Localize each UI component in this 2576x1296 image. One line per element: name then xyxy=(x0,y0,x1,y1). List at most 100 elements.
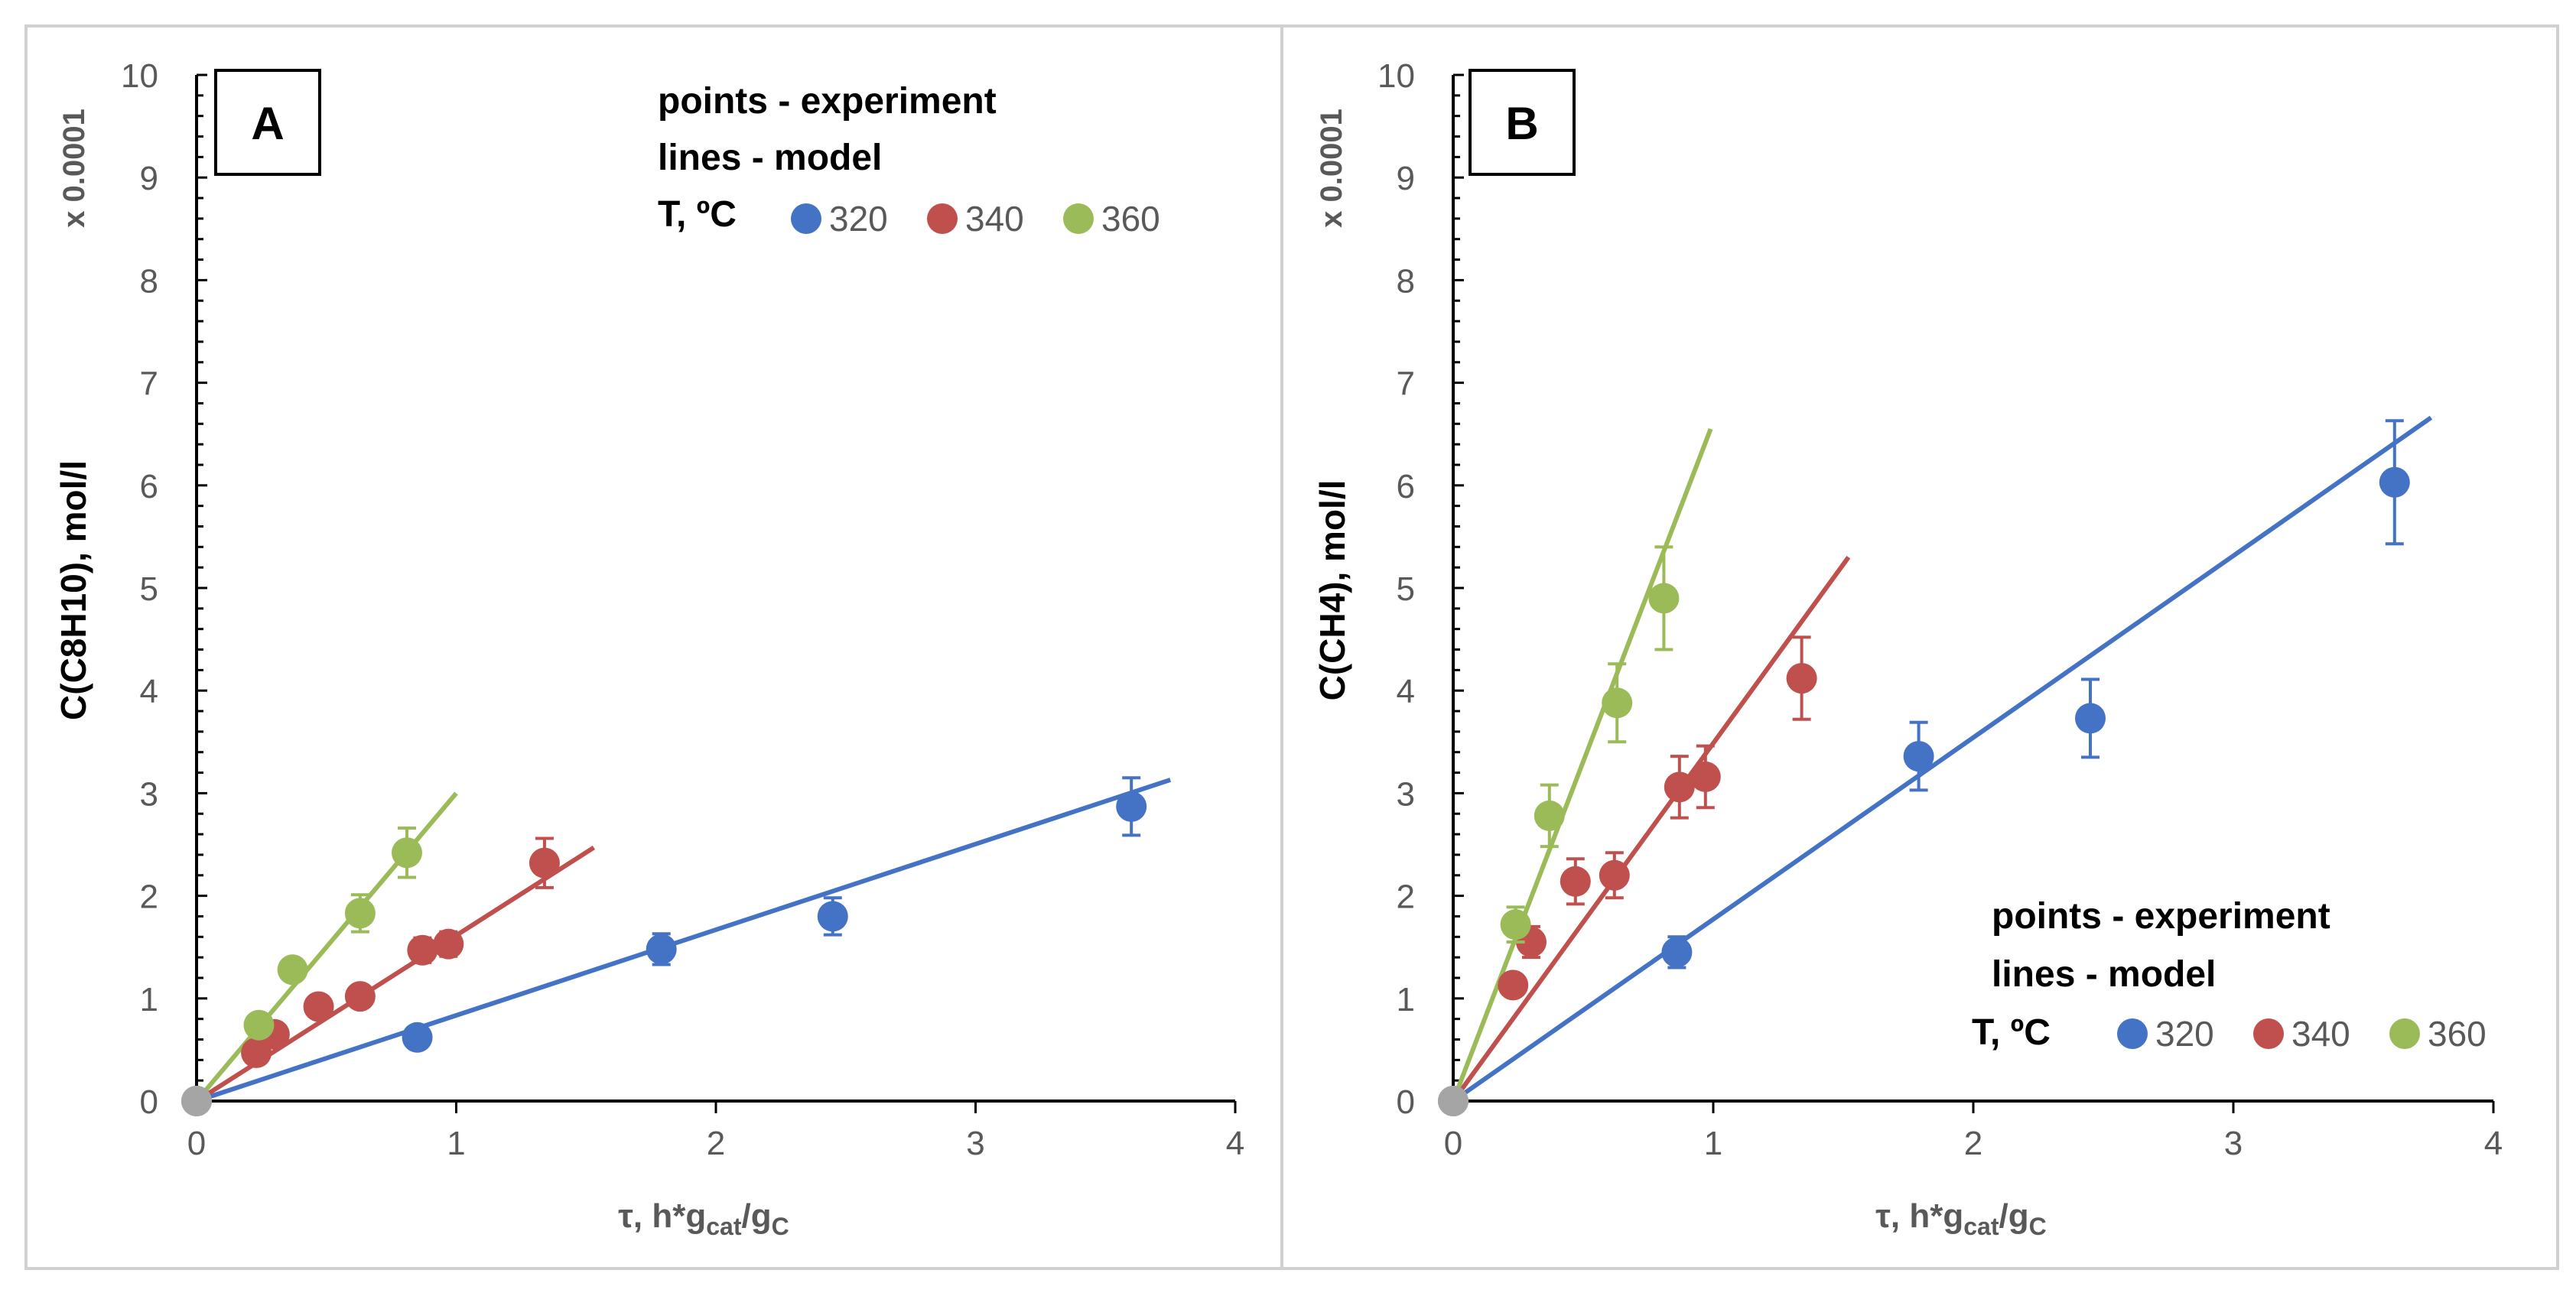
x-tick-label: 3 xyxy=(2224,1125,2243,1162)
legend-label-320: 320 xyxy=(2155,1014,2214,1054)
y-tick-label: 6 xyxy=(1397,468,1415,505)
y-tick-label: 10 xyxy=(1377,57,1415,95)
y-tick-label: 9 xyxy=(1397,160,1415,197)
legend-marker-340 xyxy=(2253,1018,2284,1049)
data-point-340 xyxy=(344,981,376,1012)
data-point-340 xyxy=(1690,761,1721,792)
y-tick-label: 2 xyxy=(140,879,158,916)
x-tick-label: 0 xyxy=(187,1125,206,1162)
data-point-320 xyxy=(817,901,848,932)
x-axis-label: τ, h*gcat/gC xyxy=(618,1197,789,1240)
x-label-sub2: C xyxy=(772,1213,789,1240)
y-tick-label: 3 xyxy=(140,775,158,813)
data-point-320 xyxy=(1661,937,1693,968)
legend-label-360: 360 xyxy=(1101,199,1160,239)
panel-b: 0 1 2 3 40 1 2 3 4 5 6 7 8 9 10 B C(CH4), mol/l x 0.00… xyxy=(1312,57,2503,1240)
outer-frame xyxy=(24,24,2559,1270)
data-point-340 xyxy=(1560,866,1591,897)
x-tick-label: 4 xyxy=(1226,1125,1244,1162)
data-point-320 xyxy=(2379,466,2410,498)
data-point-360 xyxy=(1648,583,1680,614)
legend-title: T, ºC xyxy=(658,194,737,235)
y-tick-label: 10 xyxy=(121,57,158,95)
x-label-sub2: C xyxy=(2029,1213,2047,1240)
model-line-320 xyxy=(1452,415,2433,1103)
data-point-360 xyxy=(344,898,376,929)
x-tick-label: 3 xyxy=(966,1125,984,1162)
x-tick-label: 4 xyxy=(2484,1125,2503,1162)
data-point-340 xyxy=(1498,970,1529,1001)
legend-label-340: 340 xyxy=(965,199,1024,239)
data-point-340 xyxy=(303,991,334,1022)
data-point-360 xyxy=(1534,800,1565,831)
data-point-320 xyxy=(646,934,677,965)
x-axis-label: τ, h*gcat/gC xyxy=(1875,1197,2046,1240)
data-points xyxy=(1438,419,2410,1116)
x-label-mid: /g xyxy=(1999,1197,2029,1235)
data-point-360 xyxy=(277,954,308,986)
legend-marker-320 xyxy=(791,203,821,234)
data-point-360 xyxy=(243,1009,275,1041)
legend-marker-340 xyxy=(927,203,958,234)
x-label-prefix: τ, h*g xyxy=(1875,1197,1963,1235)
y-tick-label: 4 xyxy=(140,673,158,710)
panel-label-box xyxy=(1469,69,1576,176)
model-line-340 xyxy=(1451,555,1851,1103)
data-point-340 xyxy=(1599,859,1630,891)
x-tick-label: 2 xyxy=(1964,1125,1982,1162)
data-point-340 xyxy=(407,934,438,966)
x-tick-label: 1 xyxy=(447,1125,465,1162)
y-tick-label: 7 xyxy=(140,365,158,403)
data-point-340 xyxy=(529,847,560,879)
data-point-360 xyxy=(181,1086,212,1116)
data-point-320 xyxy=(1903,741,1934,772)
legend-line-1: points - experiment xyxy=(658,81,997,122)
x-label-prefix: τ, h*g xyxy=(618,1197,706,1235)
y-scale-note: x 0.0001 xyxy=(57,109,91,228)
data-point-360 xyxy=(1602,687,1633,719)
x-tick-label: 0 xyxy=(1444,1125,1462,1162)
legend-line-2: lines - model xyxy=(658,138,882,178)
model-line-360 xyxy=(1451,427,1713,1103)
y-tick-label: 4 xyxy=(1397,673,1415,710)
y-tick-label: 1 xyxy=(1397,981,1415,1018)
data-point-340 xyxy=(1664,771,1695,803)
legend-line-2: lines - model xyxy=(1992,954,2216,995)
data-points xyxy=(181,776,1147,1116)
y-tick-label: 6 xyxy=(140,468,158,505)
y-scale-note: x 0.0001 xyxy=(1315,109,1348,228)
y-axis-label: C(C8H10), mol/l xyxy=(54,460,93,720)
legend-line-1: points - experiment xyxy=(1992,896,2330,937)
x-tick-label: 1 xyxy=(1704,1125,1722,1162)
legend-title: T, ºC xyxy=(1972,1012,2051,1053)
x-tick-label: 2 xyxy=(707,1125,725,1162)
legend-marker-360 xyxy=(2389,1018,2420,1049)
model-lines xyxy=(1451,415,2433,1103)
data-point-320 xyxy=(1116,791,1147,822)
x-label-sub1: cat xyxy=(1963,1213,1999,1240)
data-point-360 xyxy=(1438,1086,1469,1116)
legend-label-340: 340 xyxy=(2291,1014,2350,1054)
panel-label-box xyxy=(214,69,321,176)
y-tick-label: 1 xyxy=(140,981,158,1018)
y-tick-label: 8 xyxy=(1397,262,1415,300)
y-tick-label: 9 xyxy=(140,160,158,197)
y-tick-label: 3 xyxy=(1397,775,1415,813)
y-tick-label: 5 xyxy=(1397,570,1415,608)
y-tick-label: 7 xyxy=(1397,365,1415,403)
panel-label: B xyxy=(1505,98,1538,149)
y-tick-label: 0 xyxy=(140,1083,158,1121)
legend: points - experiment lines - model T, ºC … xyxy=(1972,896,2487,1054)
data-point-320 xyxy=(402,1022,433,1053)
legend-marker-320 xyxy=(2117,1018,2148,1049)
legend-marker-360 xyxy=(1063,203,1094,234)
y-tick-label: 2 xyxy=(1397,879,1415,916)
data-point-340 xyxy=(1786,663,1817,694)
data-point-320 xyxy=(2075,703,2106,734)
legend: points - experiment lines - model T, ºC … xyxy=(658,81,1160,239)
panel-label: A xyxy=(251,98,284,149)
y-axis-label: C(CH4), mol/l xyxy=(1312,480,1352,701)
